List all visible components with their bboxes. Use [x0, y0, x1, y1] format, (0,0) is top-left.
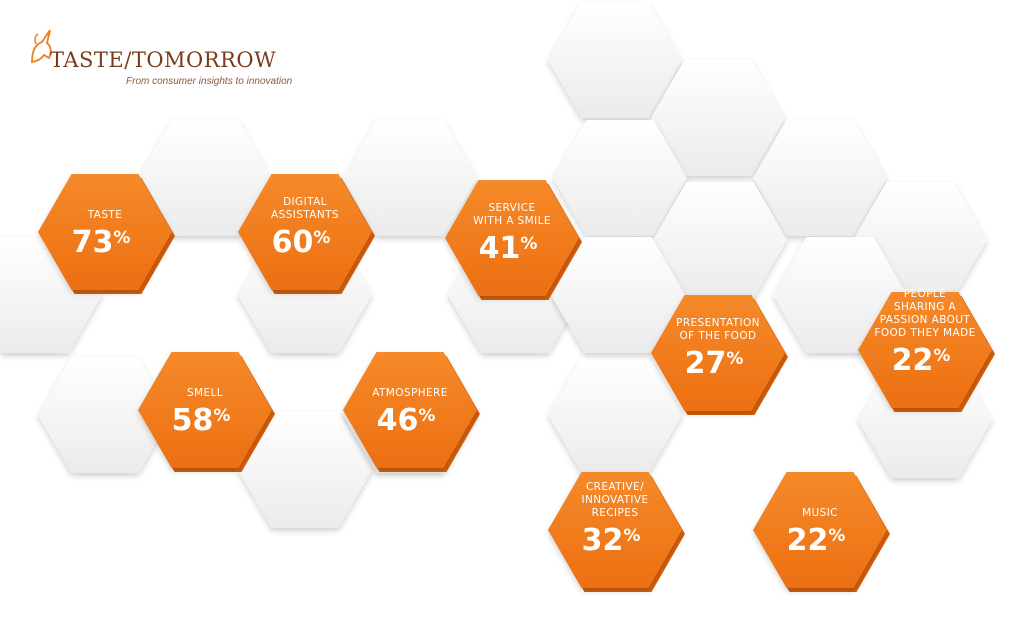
value-label: 41%: [479, 231, 538, 266]
value-label: 58%: [172, 403, 231, 438]
background-hexagon: [548, 2, 682, 118]
category-label-line: PRESENTATION: [676, 317, 760, 329]
hexagon-fill: [548, 472, 682, 588]
hexagon-fill: [753, 472, 887, 588]
hexagon-mark: CREATIVE/INNOVATIVE RECIPES 32%: [548, 472, 685, 592]
background-hexagon: [551, 237, 685, 353]
value-unit: %: [520, 234, 537, 254]
value-unit: %: [313, 228, 330, 248]
background-hexagon: [753, 120, 887, 236]
hexagon-fill: [858, 292, 992, 408]
background-hexagon: [651, 60, 785, 176]
category-label-line: PEOPLE: [904, 288, 946, 300]
category-label-line: WITH A SMILE: [473, 215, 551, 227]
value-unit: %: [623, 526, 640, 546]
unicorn-icon: [31, 29, 52, 64]
value-number: 46: [377, 403, 419, 438]
value-number: 27: [685, 346, 727, 381]
value-label: 73%: [72, 225, 131, 260]
category-label: PEOPLE SHARING A PASSION ABOUT FOOD THEY MA…: [874, 288, 975, 339]
hexagon-fill: [38, 174, 172, 290]
category-label: PRESENTATION OF THE FOOD: [676, 317, 760, 342]
value-unit: %: [933, 346, 950, 366]
value-number: 60: [272, 225, 314, 260]
category-label: TASTE: [87, 209, 123, 221]
category-label-line: MUSIC: [802, 507, 838, 519]
category-label-line: FOOD THEY MADE: [874, 327, 975, 339]
value-number: 32: [582, 523, 624, 558]
value-label: 46%: [377, 403, 436, 438]
brand-tagline: From consumer insights to innovation: [126, 76, 293, 87]
category-label: SMELL: [187, 387, 223, 399]
background-hexagon: [238, 412, 372, 528]
value-unit: %: [418, 406, 435, 426]
category-label: ATMOSPHERE: [372, 387, 448, 399]
value-number: 41: [479, 231, 521, 266]
hexagon-mark: PEOPLE SHARING A PASSION ABOUT FOOD THEY MA…: [858, 288, 995, 412]
hexagon-mark: MUSIC 22%: [753, 472, 890, 592]
category-label-line: ATMOSPHERE: [372, 387, 448, 399]
category-label: SERVICE WITH A SMILE: [473, 202, 551, 227]
hexagon-mark: ATMOSPHERE 46%: [343, 352, 480, 472]
value-label: 60%: [272, 225, 331, 260]
background-hexagon: [38, 357, 172, 473]
value-number: 22: [787, 523, 829, 558]
hexagon-fill: [238, 174, 372, 290]
category-label-line: CREATIVE/: [586, 481, 644, 493]
brand-name: TASTE/TOMORROW: [50, 48, 277, 72]
hexagon-mark: PRESENTATION OF THE FOOD 27%: [651, 295, 788, 415]
hexagon-mark: SERVICE WITH A SMILE 41%: [445, 180, 582, 300]
category-label-line: RECIPES: [592, 507, 639, 519]
value-unit: %: [113, 228, 130, 248]
background-hexagon: [343, 120, 477, 236]
category-label-line: ASSISTANTS: [271, 209, 339, 221]
hexagon-mark: SMELL 58%: [138, 352, 275, 472]
background-hexagon: [138, 120, 272, 236]
background-hexagon: [548, 357, 682, 473]
hexagon-fill: [343, 352, 477, 468]
brand-logo: TASTE/TOMORROW From consumer insights to…: [26, 28, 296, 98]
category-label-line: PASSION ABOUT: [880, 314, 971, 326]
category-label: CREATIVE/INNOVATIVE RECIPES: [581, 481, 648, 519]
category-label-line: OF THE FOOD: [680, 330, 757, 342]
background-hexagon: [553, 120, 687, 236]
value-label: 32%: [582, 523, 641, 558]
hexagon-mark: TASTE 73%: [38, 174, 175, 294]
value-label: 27%: [685, 346, 744, 381]
hexagon-fill: [445, 180, 579, 296]
category-label-line: DIGITAL: [283, 196, 327, 208]
value-unit: %: [726, 349, 743, 369]
category-label-line: SERVICE: [488, 202, 535, 214]
hexagon-fill: [138, 352, 272, 468]
value-label: 22%: [892, 343, 951, 378]
category-label: MUSIC: [802, 507, 838, 519]
value-label: 22%: [787, 523, 846, 558]
category-label-line: TASTE: [87, 209, 123, 221]
value-unit: %: [828, 526, 845, 546]
value-number: 22: [892, 343, 934, 378]
value-unit: %: [213, 406, 230, 426]
category-label-line: INNOVATIVE: [581, 494, 648, 506]
category-label: DIGITAL ASSISTANTS: [271, 196, 339, 221]
background-hexagon: [653, 182, 787, 298]
category-label-line: SMELL: [187, 387, 223, 399]
category-label-line: SHARING A: [894, 301, 957, 313]
hexagon-mark: DIGITAL ASSISTANTS 60%: [238, 174, 375, 294]
value-number: 73: [72, 225, 114, 260]
hexagon-fill: [651, 295, 785, 411]
value-number: 58: [172, 403, 214, 438]
